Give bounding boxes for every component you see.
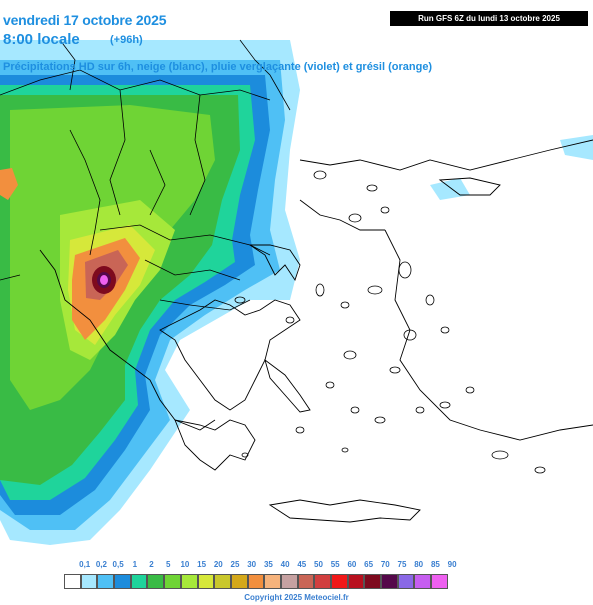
legend-swatch bbox=[280, 574, 298, 589]
legend-swatch bbox=[347, 574, 365, 589]
legend-label: 0,5 bbox=[112, 560, 124, 569]
legend-swatch bbox=[414, 574, 432, 589]
legend-swatch bbox=[80, 574, 98, 589]
legend-label: 80 bbox=[414, 560, 424, 569]
legend-swatches bbox=[64, 574, 448, 589]
legend-swatch bbox=[364, 574, 382, 589]
legend-label: 70 bbox=[380, 560, 390, 569]
legend-label: 65 bbox=[364, 560, 374, 569]
precip-zone-west-orange bbox=[0, 168, 18, 200]
precip-zone-magenta bbox=[100, 275, 108, 285]
legend-label: 50 bbox=[314, 560, 323, 569]
copyright-text: Copyright 2025 Meteociel.fr bbox=[244, 593, 349, 602]
legend-swatch bbox=[297, 574, 315, 589]
legend-swatch bbox=[147, 574, 165, 589]
legend-labels: 0,1 0,2 0,5 1 2 5 10 15 20 25 30 35 40 45 50 55 60 65 70 75… bbox=[64, 560, 519, 572]
legend-label: 25 bbox=[230, 560, 240, 569]
legend-label: 20 bbox=[213, 560, 223, 569]
forecast-local-time: 8:00 locale bbox=[3, 31, 80, 48]
legend-label: 30 bbox=[247, 560, 257, 569]
legend-swatch bbox=[97, 574, 115, 589]
model-run-badge: Run GFS 6Z du lundi 13 octobre 2025 bbox=[390, 11, 588, 26]
coastlines bbox=[39, 139, 593, 523]
legend-swatch bbox=[180, 574, 198, 589]
legend-swatch bbox=[64, 574, 81, 589]
legend-swatch bbox=[431, 574, 448, 589]
legend-swatch bbox=[314, 574, 331, 589]
legend-label: 2 bbox=[149, 560, 154, 569]
legend-label: 90 bbox=[447, 560, 457, 569]
legend-label: 0,1 bbox=[79, 560, 91, 569]
forecast-lead-time: (+96h) bbox=[110, 34, 143, 46]
legend-label: 55 bbox=[330, 560, 340, 569]
legend-swatch bbox=[114, 574, 131, 589]
legend-label: 75 bbox=[397, 560, 407, 569]
legend-swatch bbox=[247, 574, 265, 589]
legend-swatch bbox=[230, 574, 248, 589]
islands bbox=[234, 170, 546, 474]
legend-swatch bbox=[164, 574, 181, 589]
legend-swatch bbox=[381, 574, 398, 589]
legend-swatch bbox=[197, 574, 215, 589]
color-legend: 0,1 0,2 0,5 1 2 5 10 15 20 25 30 35 40 45 50 55 60 65 70 75… bbox=[64, 560, 519, 595]
legend-swatch bbox=[331, 574, 348, 589]
legend-swatch bbox=[214, 574, 231, 589]
map-subtitle: Précipitations HD sur 6h, neige (blanc),… bbox=[3, 61, 433, 73]
legend-label: 1 bbox=[132, 560, 138, 569]
legend-label: 10 bbox=[180, 560, 190, 569]
precip-zone-light-blue-east bbox=[430, 178, 470, 200]
legend-label: 60 bbox=[347, 560, 357, 569]
country-borders bbox=[0, 39, 291, 311]
legend-label: 40 bbox=[280, 560, 290, 569]
legend-swatch bbox=[397, 574, 415, 589]
legend-label: 5 bbox=[165, 560, 171, 569]
legend-label: 0,2 bbox=[95, 560, 107, 569]
forecast-date-title: vendredi 17 octobre 2025 bbox=[3, 12, 167, 28]
legend-label: 35 bbox=[263, 560, 273, 569]
legend-swatch bbox=[264, 574, 281, 589]
legend-label: 85 bbox=[430, 560, 440, 569]
precip-zone-light-blue-ne bbox=[560, 135, 593, 160]
legend-label: 15 bbox=[197, 560, 207, 569]
precipitation-field bbox=[0, 40, 593, 545]
legend-swatch bbox=[130, 574, 148, 589]
legend-label: 45 bbox=[297, 560, 307, 569]
